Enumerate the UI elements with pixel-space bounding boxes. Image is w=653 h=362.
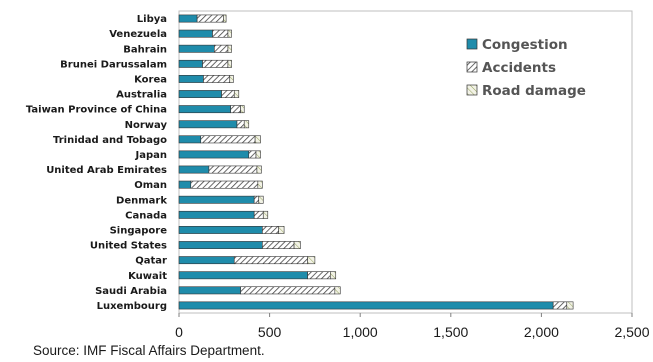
bar-segment-road-damage (254, 135, 261, 144)
category-label: Venezuela (109, 29, 167, 40)
bar-segment-accidents (240, 286, 336, 295)
bar-segment-congestion (178, 180, 192, 189)
bar-segment-accidents (253, 210, 264, 219)
bar-segment-congestion (178, 286, 241, 295)
category-labels: Libya Venezuela Bahrain Brunei Darussalam Ko… (26, 14, 168, 312)
bar-segment-accidents (196, 14, 224, 23)
bars (178, 14, 574, 310)
bar-segment-road-damage (223, 14, 227, 23)
bar-segment-road-damage (566, 301, 574, 310)
category-label: Libya (137, 14, 167, 25)
bar-segment-congestion (178, 135, 202, 144)
bar-segment-road-damage (227, 59, 232, 68)
category-label: Kuwait (128, 271, 167, 282)
bar-segment-accidents (190, 180, 259, 189)
plot-area (178, 10, 633, 314)
bar-segment-congestion (178, 105, 231, 114)
bar-segment-road-damage (258, 195, 264, 204)
bar-segment-road-damage (334, 286, 341, 295)
bar-segment-road-damage (293, 241, 301, 249)
bar-segment-road-damage (227, 44, 232, 53)
legend-label: Accidents (482, 60, 556, 76)
bar-segment-accidents (202, 59, 229, 68)
bar-segment-accidents (307, 271, 331, 280)
x-tick-label: 1,500 (433, 324, 468, 340)
category-label: Canada (125, 210, 167, 221)
bar-segment-road-damage (256, 165, 262, 174)
bar-segment-road-damage (227, 29, 232, 38)
x-tick-label: 500 (258, 324, 282, 340)
x-tick-label: 1,000 (343, 324, 378, 340)
bar-segment-congestion (178, 165, 210, 174)
category-label: Korea (134, 74, 167, 85)
bar-segment-congestion (178, 150, 250, 159)
bar-segment-congestion (178, 44, 215, 53)
bar-segment-accidents (200, 135, 256, 144)
bar-segment-accidents (262, 241, 295, 249)
bar-segment-road-damage (330, 271, 337, 280)
bar-segment-accidents (253, 195, 260, 204)
category-label: Trinidad and Tobago (53, 135, 167, 146)
category-label: United Arab Emirates (46, 165, 167, 176)
category-label: Taiwan Province of China (26, 105, 167, 116)
category-label: Norway (125, 120, 168, 131)
x-tick-label: 0 (175, 324, 183, 340)
bar-segment-accidents (208, 165, 258, 174)
legend: Congestion Accidents Road damage (466, 37, 586, 99)
bar-segment-accidents (221, 90, 235, 98)
bar-segment-road-damage (262, 210, 269, 219)
legend-swatch (466, 61, 478, 73)
bar-segment-congestion (178, 120, 238, 129)
category-label: Oman (134, 180, 167, 191)
bar-segment-road-damage (257, 180, 263, 189)
x-axis: 0 500 1,000 1,500 2,000 2,500 (175, 313, 650, 340)
bar-segment-accidents (212, 29, 229, 38)
bar-segment-congestion (178, 59, 203, 68)
category-label: Luxembourg (97, 301, 167, 312)
bar-segment-congestion (178, 75, 204, 83)
bar-segment-accidents (233, 256, 308, 265)
bar-segment-accidents (552, 301, 568, 310)
bar-segment-accidents (214, 44, 229, 53)
source-note: Source: IMF Fiscal Affairs Department. (33, 343, 265, 358)
category-label: Australia (116, 90, 167, 101)
bar-segment-congestion (178, 90, 222, 98)
x-tick-label: 2,500 (614, 324, 649, 340)
bar-segment-road-damage (255, 150, 261, 159)
bar-segment-congestion (178, 301, 554, 310)
bar-segment-road-damage (240, 105, 245, 114)
category-label: Japan (135, 150, 168, 161)
bar-segment-road-damage (278, 226, 285, 234)
bar-segment-accidents (262, 226, 279, 234)
bar-segment-congestion (178, 14, 198, 23)
bar-segment-road-damage (229, 75, 234, 83)
bar-segment-accidents (230, 105, 241, 114)
legend-swatch (466, 38, 478, 50)
bar-segment-congestion (178, 195, 255, 204)
category-label: Qatar (135, 256, 167, 267)
category-label: Saudi Arabia (95, 286, 167, 297)
bar-segment-congestion (178, 210, 255, 219)
legend-label: Road damage (482, 83, 586, 99)
bar-segment-congestion (178, 241, 263, 249)
category-label: Denmark (116, 195, 167, 206)
bar-segment-congestion (178, 256, 235, 265)
bar-segment-road-damage (307, 256, 316, 265)
bar-segment-congestion (178, 271, 308, 280)
category-label: Bahrain (123, 44, 167, 55)
legend-swatch (466, 84, 478, 96)
category-label: Brunei Darussalam (60, 59, 167, 70)
legend-label: Congestion (482, 37, 568, 53)
x-tick-label: 2,000 (524, 324, 559, 340)
bar-segment-accidents (203, 75, 231, 83)
bar-segment-accidents (248, 150, 257, 159)
bar-segment-road-damage (233, 90, 240, 98)
category-label: Singapore (110, 225, 168, 236)
bar-segment-congestion (178, 226, 263, 234)
bar-segment-road-damage (243, 120, 250, 129)
bar-segment-accidents (236, 120, 245, 129)
category-label: United States (90, 241, 167, 252)
bar-segment-congestion (178, 29, 213, 38)
